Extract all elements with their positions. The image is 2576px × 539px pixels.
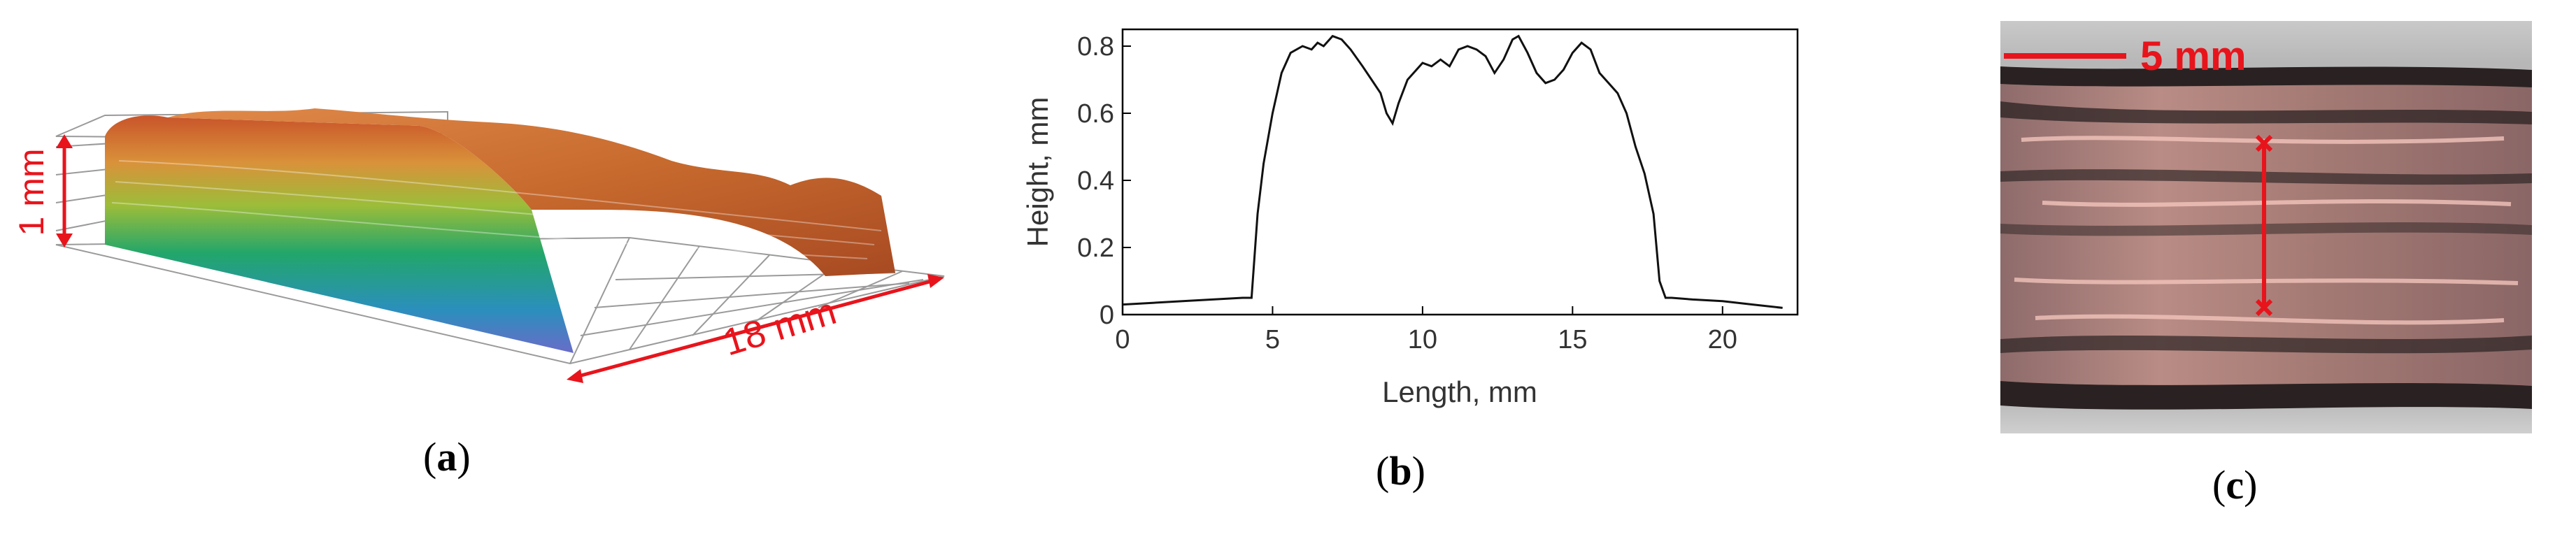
length-scale-marker [567,274,944,383]
caption-c: (c) [2212,462,2258,508]
scale-bar-label: 5 mm [2140,34,2247,79]
x-axis-label: Length, mm [1382,375,1537,408]
series-line [1122,34,1783,309]
x-tick-label: 10 [1408,325,1437,354]
width-marker [2255,134,2273,317]
y-tick-label: 0 [1100,301,1114,330]
panel-b: 0 0.2 0.4 0.6 0.8 0 5 10 15 20 Length, mm Height… [965,0,1930,539]
deposit-photo: 5 mm [2000,21,2532,433]
x-tick-label: 0 [1115,325,1130,354]
surface-3d-figure: 1 mm 18 mm [12,108,945,383]
caption-b: (b) [1376,448,1425,494]
panel-c: 5 mm (c) [1930,0,2576,539]
panel-a: 1 mm 18 mm (a) [0,0,965,539]
caption-a: (a) [423,434,471,480]
x-tick-label: 5 [1265,325,1280,354]
height-scale-label: 1 mm [12,149,51,236]
photo-highlight-streaks [2014,136,2519,325]
y-axis-label: Height, mm [1021,97,1054,247]
length-scale-label: 18 mm [718,290,841,364]
x-tick-label: 20 [1708,325,1737,354]
y-tick-label: 0.6 [1077,99,1114,129]
profile-chart: 0 0.2 0.4 0.6 0.8 0 5 10 15 20 Length, mm Height… [1021,28,1799,408]
x-tick-label: 15 [1558,325,1587,354]
y-tick-label: 0.8 [1077,32,1114,62]
y-tick-label: 0.4 [1077,166,1114,196]
surface-front-face [105,115,574,353]
height-scale-marker [56,134,73,247]
surface-ridge-lines [111,160,882,259]
plot-frame [1121,28,1799,316]
y-tick-label: 0.2 [1077,233,1114,263]
surface-top [168,108,895,276]
